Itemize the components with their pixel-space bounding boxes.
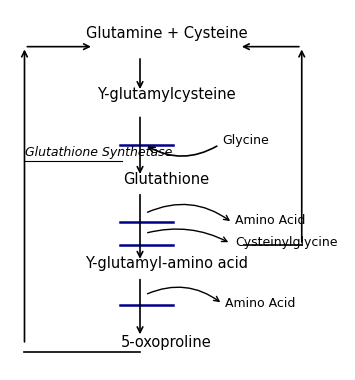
Text: Y-glutamyl-amino acid: Y-glutamyl-amino acid: [85, 256, 248, 271]
Text: Glutathione: Glutathione: [123, 172, 209, 187]
Text: 5-oxoproline: 5-oxoproline: [121, 335, 212, 350]
Text: Amino Acid: Amino Acid: [235, 214, 305, 228]
Text: Cysteinylglycine: Cysteinylglycine: [235, 236, 338, 249]
Text: Y-glutamylcysteine: Y-glutamylcysteine: [97, 87, 236, 103]
Text: Glycine: Glycine: [222, 134, 269, 147]
Text: Amino Acid: Amino Acid: [225, 297, 296, 310]
Text: Glutamine + Cysteine: Glutamine + Cysteine: [86, 26, 247, 41]
Text: Glutathione Synthetase: Glutathione Synthetase: [25, 146, 173, 159]
